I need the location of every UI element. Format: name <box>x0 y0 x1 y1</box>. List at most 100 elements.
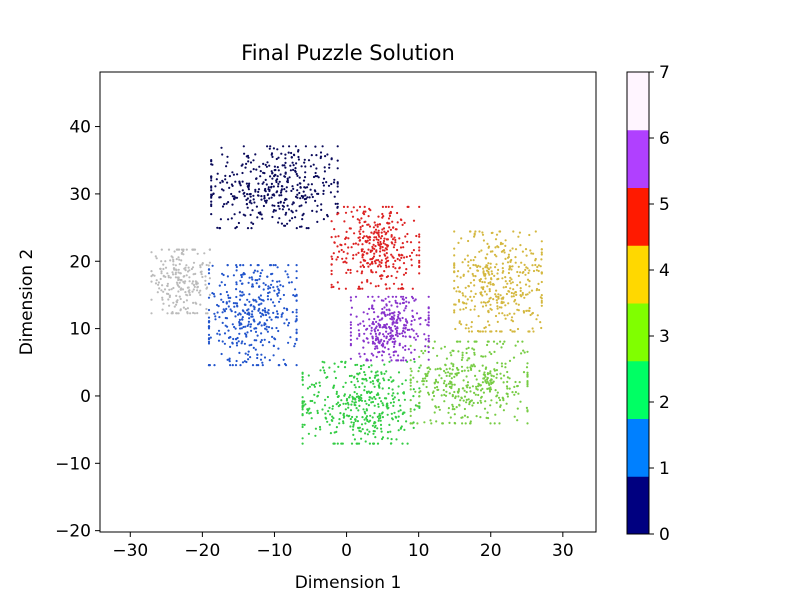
scatter-point-cluster-0 <box>271 215 274 219</box>
scatter-point-cluster-5 <box>394 228 397 231</box>
scatter-point-cluster-0 <box>245 198 248 201</box>
scatter-point-cluster-3 <box>463 414 467 417</box>
scatter-point-cluster-0 <box>271 155 274 158</box>
scatter-point-cluster-0 <box>298 182 301 185</box>
scatter-point-cluster-1 <box>239 294 242 297</box>
scatter-point-cluster-6 <box>375 325 378 328</box>
scatter-point-cluster-2 <box>378 396 381 400</box>
scatter-point-cluster-3 <box>508 377 511 380</box>
scatter-point-cluster-2 <box>371 416 374 419</box>
scatter-point-cluster-4 <box>531 327 534 330</box>
scatter-point-cluster-3 <box>489 370 492 373</box>
scatter-point-cluster-7 <box>190 267 193 271</box>
scatter-point-cluster-3 <box>453 390 456 394</box>
scatter-point-cluster-3 <box>427 366 430 369</box>
scatter-point-cluster-4 <box>467 284 470 288</box>
scatter-point-cluster-4 <box>467 264 470 267</box>
scatter-point-cluster-0 <box>243 152 246 155</box>
scatter-point-cluster-5 <box>380 261 383 264</box>
scatter-point-cluster-0 <box>247 156 250 159</box>
scatter-point-cluster-3 <box>466 386 469 389</box>
scatter-point-cluster-2 <box>370 370 373 373</box>
scatter-point-cluster-4 <box>493 253 497 256</box>
scatter-point-cluster-1 <box>261 361 264 364</box>
scatter-point-cluster-7 <box>199 303 202 306</box>
scatter-point-cluster-2 <box>354 419 357 422</box>
scatter-point-cluster-4 <box>455 290 458 293</box>
scatter-point-cluster-5 <box>398 237 401 240</box>
scatter-point-cluster-2 <box>373 376 376 379</box>
scatter-point-cluster-0 <box>310 193 313 196</box>
scatter-point-cluster-2 <box>357 442 361 445</box>
scatter-point-cluster-3 <box>483 371 486 374</box>
scatter-point-cluster-3 <box>490 374 493 377</box>
scatter-point-cluster-2 <box>370 390 373 394</box>
scatter-point-cluster-2 <box>361 382 364 385</box>
scatter-point-cluster-4 <box>510 319 513 322</box>
scatter-point-cluster-5 <box>378 244 381 247</box>
scatter-point-cluster-2 <box>386 402 389 405</box>
scatter-point-cluster-0 <box>312 163 315 166</box>
scatter-point-cluster-0 <box>316 192 319 195</box>
scatter-point-cluster-1 <box>261 309 264 312</box>
scatter-point-cluster-5 <box>331 257 334 261</box>
scatter-point-cluster-4 <box>528 233 531 237</box>
scatter-point-cluster-1 <box>211 264 214 267</box>
scatter-point-cluster-5 <box>363 235 366 238</box>
scatter-point-cluster-2 <box>344 402 347 405</box>
scatter-point-cluster-6 <box>349 342 352 346</box>
scatter-point-cluster-3 <box>423 421 426 424</box>
scatter-point-cluster-2 <box>360 437 363 440</box>
scatter-point-cluster-6 <box>362 320 365 323</box>
scatter-point-cluster-6 <box>367 295 370 298</box>
scatter-point-cluster-7 <box>172 286 175 290</box>
scatter-point-cluster-2 <box>311 399 314 403</box>
scatter-point-cluster-6 <box>412 315 415 319</box>
scatter-point-cluster-7 <box>199 293 202 297</box>
scatter-point-cluster-0 <box>304 201 307 204</box>
scatter-point-cluster-4 <box>497 293 500 296</box>
scatter-point-cluster-4 <box>509 265 512 268</box>
scatter-point-cluster-1 <box>261 344 264 347</box>
scatter-point-cluster-3 <box>409 407 412 411</box>
scatter-point-cluster-7 <box>182 275 185 278</box>
scatter-point-cluster-3 <box>434 368 437 371</box>
scatter-point-cluster-2 <box>342 412 345 415</box>
y-tick-label: 20 <box>69 252 91 272</box>
scatter-point-cluster-3 <box>500 362 503 365</box>
scatter-point-cluster-5 <box>356 218 359 221</box>
scatter-point-cluster-1 <box>261 299 265 302</box>
scatter-point-cluster-1 <box>282 285 285 288</box>
scatter-point-cluster-4 <box>498 230 501 233</box>
scatter-point-cluster-4 <box>462 273 465 276</box>
scatter-point-cluster-4 <box>504 244 507 247</box>
scatter-point-cluster-2 <box>377 384 380 387</box>
scatter-point-cluster-3 <box>506 395 509 398</box>
scatter-point-cluster-6 <box>366 312 369 315</box>
scatter-point-cluster-5 <box>382 227 386 230</box>
scatter-point-cluster-6 <box>415 312 419 315</box>
scatter-point-cluster-4 <box>472 295 476 298</box>
scatter-point-cluster-5 <box>384 247 387 250</box>
scatter-point-cluster-1 <box>252 346 255 349</box>
scatter-point-cluster-0 <box>307 227 310 230</box>
scatter-point-cluster-0 <box>266 193 270 196</box>
scatter-point-cluster-5 <box>396 221 399 224</box>
scatter-point-cluster-3 <box>489 404 492 407</box>
scatter-point-cluster-7 <box>164 266 168 269</box>
scatter-point-cluster-6 <box>374 332 377 335</box>
scatter-point-cluster-2 <box>352 376 356 379</box>
scatter-point-cluster-5 <box>406 232 409 236</box>
scatter-point-cluster-6 <box>370 352 373 355</box>
scatter-point-cluster-6 <box>389 356 392 359</box>
scatter-point-cluster-6 <box>403 309 406 312</box>
scatter-point-cluster-2 <box>366 419 369 423</box>
scatter-point-cluster-0 <box>291 161 294 164</box>
scatter-point-cluster-5 <box>381 205 384 208</box>
scatter-point-cluster-2 <box>319 369 322 372</box>
scatter-point-cluster-3 <box>452 349 455 352</box>
scatter-point-cluster-2 <box>374 436 377 439</box>
scatter-point-cluster-3 <box>484 400 487 403</box>
scatter-point-cluster-6 <box>383 346 387 349</box>
scatter-point-cluster-2 <box>358 385 361 389</box>
